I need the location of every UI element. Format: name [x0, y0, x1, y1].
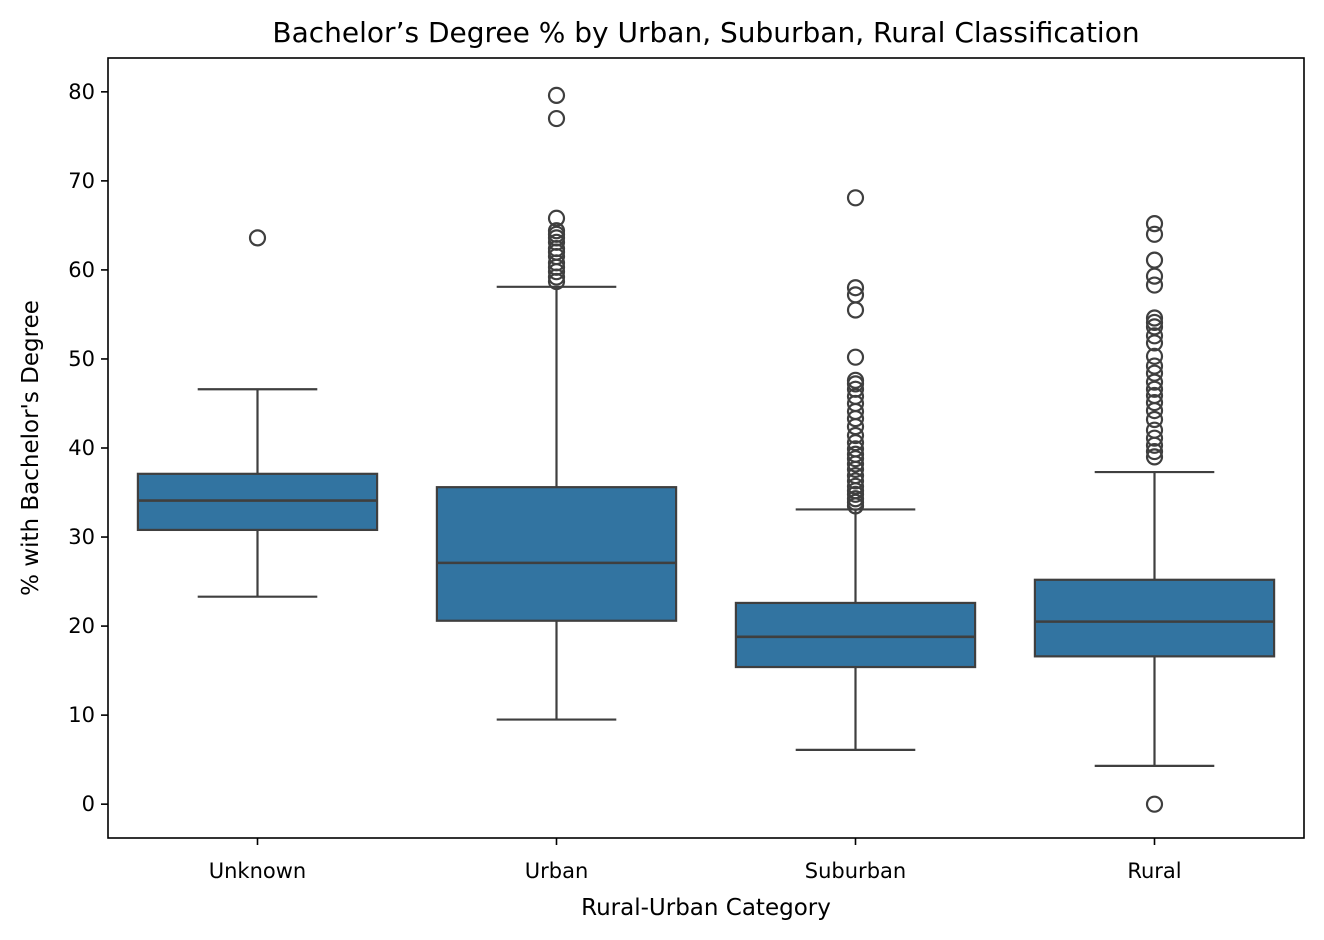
box-group-rural	[1033, 215, 1276, 813]
outlier-point	[1145, 429, 1164, 447]
outlier-point	[846, 445, 865, 463]
outlier-point	[1145, 215, 1164, 233]
outlier-point	[547, 209, 566, 227]
iqr-box	[136, 472, 379, 532]
outlier-point	[1145, 410, 1164, 429]
outlier-point	[1145, 327, 1164, 345]
plot-area-frame	[107, 57, 1305, 839]
iqr-box	[734, 601, 977, 669]
outlier-point	[248, 229, 267, 247]
x-tick-label: Suburban	[805, 859, 906, 883]
outlier-point	[1145, 386, 1164, 405]
outlier-point	[1145, 276, 1164, 294]
x-tick-label: Urban	[525, 859, 589, 883]
outlier-point	[1145, 313, 1164, 332]
y-tick-label: 80	[68, 80, 95, 104]
outlier-point	[1145, 795, 1164, 813]
iqr-box	[435, 486, 678, 622]
outlier-point	[547, 109, 566, 128]
x-tick-label: Unknown	[209, 859, 306, 883]
chart-title: Bachelor’s Degree % by Urban, Suburban, …	[272, 16, 1139, 49]
box-group-unknown	[136, 229, 379, 598]
y-tick-label: 0	[82, 792, 95, 816]
outlier-point	[1145, 347, 1164, 365]
outlier-point	[1145, 421, 1164, 439]
outlier-point	[846, 467, 865, 485]
outlier-point	[846, 279, 865, 297]
y-tick-label: 40	[68, 436, 95, 460]
outlier-point	[846, 490, 865, 508]
outlier-point	[1145, 251, 1164, 269]
outlier-point	[1145, 309, 1164, 327]
x-axis: Unknown Urban Suburban Rural	[209, 838, 1182, 883]
outlier-point	[846, 477, 865, 495]
outlier-point	[846, 380, 865, 398]
x-tick-label: Rural	[1127, 859, 1181, 883]
box-series	[136, 86, 1276, 813]
outlier-point	[846, 371, 865, 389]
outlier-point	[846, 472, 865, 490]
outlier-point	[1145, 393, 1164, 412]
outlier-point	[547, 233, 566, 251]
outlier-point	[846, 301, 865, 319]
outlier-point	[846, 189, 865, 207]
outlier-point	[846, 440, 865, 458]
x-axis-label: Rural-Urban Category	[581, 895, 831, 921]
outlier-point	[846, 286, 865, 304]
outlier-point	[1145, 442, 1164, 461]
y-tick-label: 60	[68, 258, 95, 282]
outlier-point	[1145, 364, 1164, 382]
y-tick-label: 30	[68, 525, 95, 549]
y-tick-label: 70	[68, 169, 95, 193]
y-axis-label: % with Bachelor's Degree	[18, 300, 44, 596]
box-group-urban	[435, 86, 678, 721]
y-axis: 0 10 20 30 40 50 60 70 80	[68, 80, 108, 816]
outlier-point	[1145, 357, 1164, 375]
outlier-point	[1145, 448, 1164, 466]
outlier-point	[547, 222, 566, 240]
outlier-point	[1145, 267, 1164, 285]
outlier-point	[846, 348, 865, 366]
outlier-point	[547, 86, 566, 104]
y-tick-label: 50	[68, 347, 95, 371]
y-tick-label: 10	[68, 703, 95, 727]
iqr-box	[1033, 578, 1276, 658]
outlier-point	[1145, 225, 1164, 243]
y-tick-label: 20	[68, 614, 95, 638]
outlier-point	[1145, 318, 1164, 336]
box-group-suburban	[734, 189, 977, 751]
outlier-point	[846, 426, 865, 445]
